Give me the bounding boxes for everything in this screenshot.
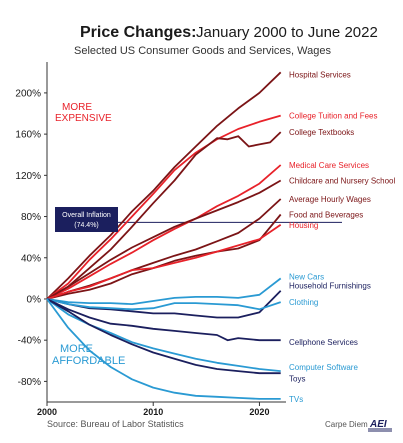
- more-affordable-label-2: AFFORDABLE: [52, 355, 125, 367]
- series-label: Childcare and Nursery School: [289, 176, 395, 185]
- x-tick-label: 2000: [37, 407, 57, 417]
- x-tick-label: 2010: [143, 407, 163, 417]
- series-label: Average Hourly Wages: [289, 195, 371, 204]
- series-line: [46, 277, 282, 305]
- chart-title-bold: Price Changes:: [80, 24, 196, 41]
- y-tick-label: 160%: [15, 130, 41, 141]
- series-line: [46, 131, 282, 300]
- x-tick-label: 2020: [249, 407, 269, 417]
- series-label: Hospital Services: [289, 70, 351, 79]
- more-expensive-label-1: MORE: [62, 102, 92, 113]
- series-label: Computer Software: [289, 363, 358, 372]
- series-label: Food and Beverages: [289, 210, 363, 219]
- credit-text: Carpe Diem: [325, 420, 368, 429]
- series-line: [46, 224, 282, 300]
- y-tick-label: 80%: [21, 212, 41, 223]
- chart-subtitle: Selected US Consumer Goods and Services,…: [74, 45, 331, 57]
- series-line: [46, 290, 282, 319]
- overall-inflation-box: [55, 207, 118, 232]
- series-label: New Cars: [289, 272, 324, 281]
- source-note: Source: Bureau of Labor Statistics: [47, 419, 184, 429]
- y-tick-label: 0%: [27, 294, 42, 305]
- y-tick-label: -80%: [18, 377, 41, 388]
- series-line: [46, 179, 282, 300]
- series-line: [46, 164, 282, 300]
- more-affordable-label-1: MORE: [60, 343, 93, 355]
- series-line: [46, 298, 281, 400]
- series-line: [46, 114, 281, 300]
- series-label: College Tuition and Fees: [289, 112, 378, 121]
- overall-inflation-value: (74.4%): [74, 222, 99, 229]
- y-tick-label: 200%: [15, 88, 41, 99]
- chart-title-rest: January 2000 to June 2022: [196, 24, 378, 41]
- aei-logo-text: AEI: [369, 419, 387, 430]
- series-label: Household Furnishings: [289, 282, 371, 291]
- series-line: [46, 298, 281, 375]
- aei-logo: AEI: [368, 419, 392, 432]
- series-label: Cellphone Services: [289, 338, 358, 347]
- series-label: TVs: [289, 395, 303, 404]
- series-label: Housing: [289, 221, 318, 230]
- plot-area: 200% 160% 120% 80% 40% 0% -40% -80% 2000 2010 2020…: [15, 62, 395, 417]
- series-line: [46, 213, 282, 300]
- overall-inflation-label: Overall Inflation: [62, 212, 111, 219]
- series-label: Toys: [289, 374, 305, 383]
- series-label: Clothing: [289, 298, 318, 307]
- series-line: [46, 298, 281, 311]
- y-tick-label: -40%: [18, 336, 41, 347]
- more-expensive-label-2: EXPENSIVE: [55, 113, 112, 124]
- y-tick-label: 40%: [21, 253, 41, 264]
- series-label: College Textbooks: [289, 128, 354, 137]
- y-tick-label: 120%: [15, 171, 41, 182]
- series-line: [46, 71, 282, 300]
- series-label: Medical Care Services: [289, 161, 369, 170]
- series-line: [46, 298, 281, 342]
